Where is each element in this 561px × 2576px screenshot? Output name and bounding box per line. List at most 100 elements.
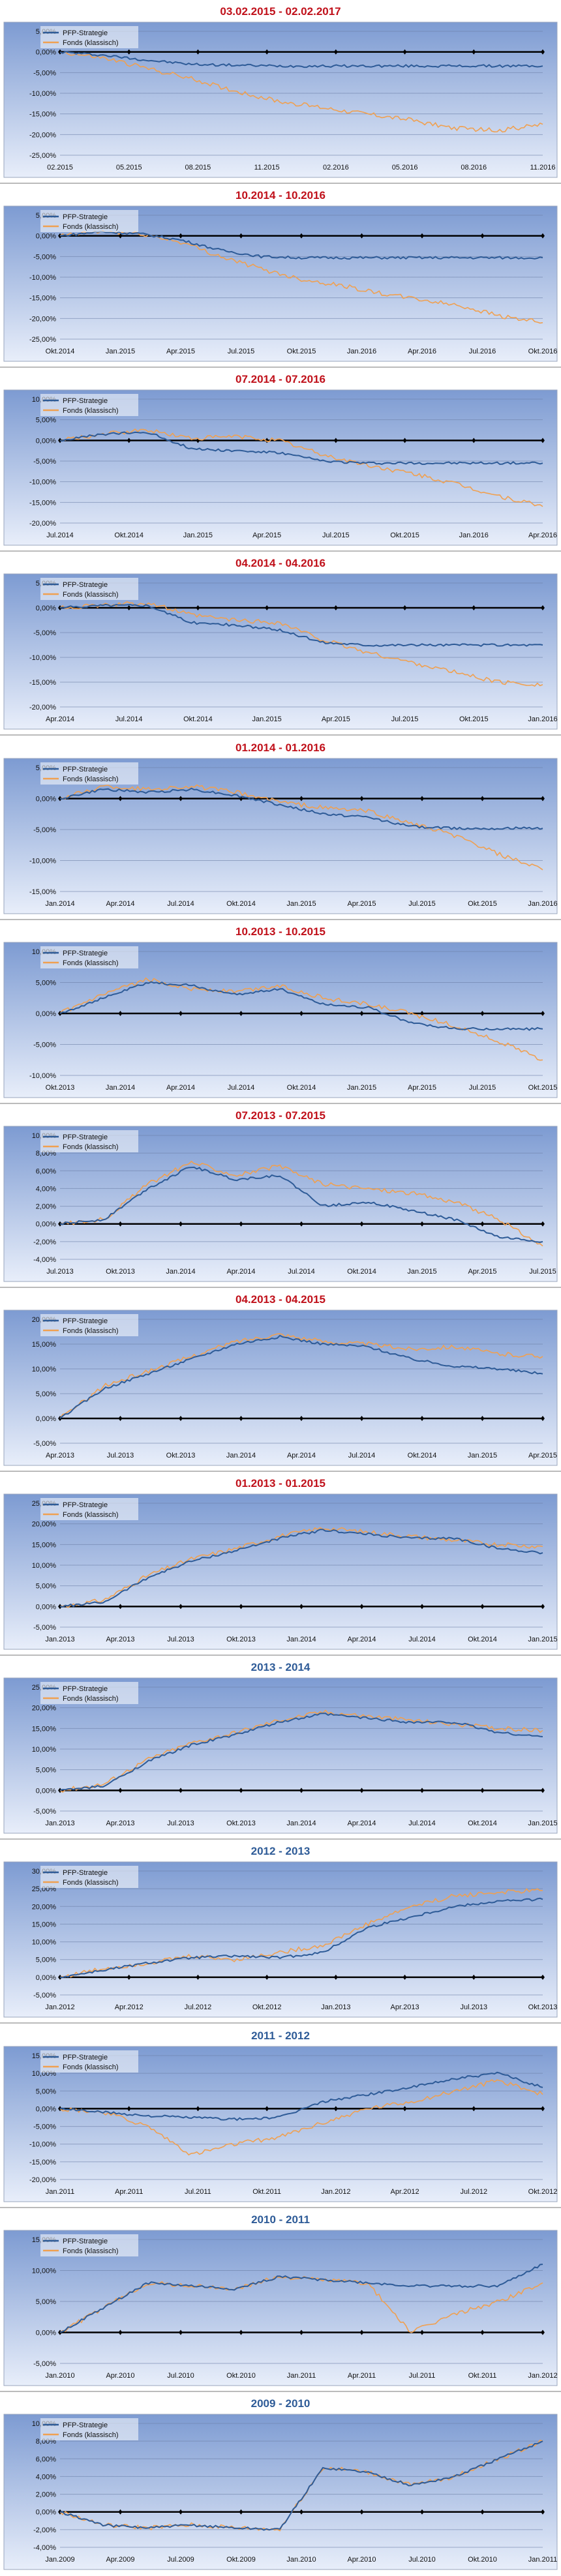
baseline-marker [118,1416,123,1421]
baseline-marker [118,233,123,239]
y-tick-label: -4,00% [33,2544,56,2552]
series-line-fonds [59,977,543,1061]
y-tick-label: -10,00% [29,479,56,487]
baseline-marker [402,2106,407,2112]
x-tick-label: Jul.2014 [408,1636,436,1643]
x-tick-label: 08.2016 [461,164,487,172]
baseline-marker [239,1788,243,1793]
chart-title: 07.2013 - 07.2015 [235,1109,326,1122]
legend-label: Fonds (klassisch) [63,2431,119,2439]
chart-svg: 10,00%8,00%6,00%4,00%2,00%0,00%-2,00%-4,… [3,2414,558,2570]
baseline-marker [480,1788,485,1793]
y-tick-label: 0,00% [36,796,56,803]
y-tick-label: 0,00% [36,1221,56,1229]
y-tick-label: -5,00% [33,458,56,466]
baseline-marker [333,1974,338,1980]
y-tick-label: -20,00% [29,315,56,323]
x-tick-label: Jul.2013 [167,1636,194,1643]
x-tick-label: Jan.2016 [528,900,557,908]
baseline-marker [179,233,183,239]
legend-box [40,762,138,785]
baseline-marker [541,1974,545,1980]
x-tick-label: Apr.2016 [408,348,436,355]
chart-title: 07.2014 - 07.2016 [235,373,326,385]
baseline-marker [179,2329,183,2335]
chart-panel: 07.2014 - 07.201610,00%5,00%0,00%-5,00%-… [0,368,561,552]
legend-label: Fonds (klassisch) [63,1143,119,1151]
series-line-pfp [59,603,543,647]
baseline-marker [179,1221,183,1227]
x-tick-label: Apr.2014 [287,1452,316,1460]
legend-label: Fonds (klassisch) [63,775,119,783]
x-tick-label: Okt.2014 [226,900,256,908]
x-tick-label: Jan.2012 [321,2188,350,2196]
legend-label: PFP-Strategie [63,766,108,773]
y-tick-label: 5,00% [36,2088,56,2095]
y-tick-label: 20,00% [32,1705,57,1713]
chart-panel: 10.2013 - 10.201510,00%5,00%0,00%-5,00%-… [0,920,561,1104]
chart-svg: 5,00%0,00%-5,00%-10,00%-15,00%-20,00%-25… [0,22,561,184]
x-tick-label: 11.2015 [254,164,280,172]
x-tick-label: Jan.2015 [468,1452,497,1460]
x-tick-label: 05.2016 [392,164,418,172]
x-tick-label: Jan.2010 [286,2556,316,2564]
baseline-marker [541,438,545,443]
x-tick-label: Jan.2015 [106,348,135,355]
baseline-marker [402,49,407,55]
y-tick-label: -20,00% [29,131,56,139]
chart-title: 10.2014 - 10.2016 [235,189,326,202]
y-tick-label: -5,00% [33,1041,56,1049]
chart-svg: 10,00%5,00%0,00%-5,00%-10,00%Okt.2013Jan… [0,942,561,1104]
chart-title: 2011 - 2012 [251,2029,310,2042]
y-tick-label: 0,00% [36,49,56,57]
x-tick-label: Jul.2015 [469,1084,496,1092]
baseline-marker [127,438,131,443]
legend-label: Fonds (klassisch) [63,959,119,967]
x-tick-label: Jul.2015 [408,900,436,908]
legend-label: PFP-Strategie [63,2054,108,2061]
x-tick-label: Jan.2014 [166,1268,195,1276]
chart-svg: 20,00%15,00%10,00%5,00%0,00%-5,00%Apr.20… [0,1310,561,1472]
baseline-marker [420,1011,424,1016]
x-tick-label: Jul.2015 [228,348,255,355]
baseline-marker [541,1221,545,1227]
series-line-pfp [59,981,543,1031]
chart-panel: 04.2014 - 04.20165,00%0,00%-5,00%-10,00%… [0,552,561,736]
x-tick-label: Jul.2015 [529,1268,556,1276]
series-line-pfp [59,1529,543,1608]
legend-box [40,210,138,232]
y-tick-label: -10,00% [29,90,56,98]
baseline-marker [179,1604,183,1610]
x-tick-label: 11.2016 [530,164,556,172]
baseline-marker [420,796,424,801]
legend-label: PFP-Strategie [63,1869,108,1877]
x-tick-label: Jan.2015 [528,1820,557,1827]
baseline-marker [541,1604,545,1610]
baseline-marker [127,2106,131,2112]
baseline-marker [359,796,364,801]
series-line-pfp [59,2440,543,2531]
baseline-marker [420,1788,424,1793]
y-tick-label: -5,00% [33,1440,56,1448]
x-tick-label: Apr.2015 [528,1452,557,1460]
x-tick-label: Jul.2012 [460,2188,487,2196]
y-tick-label: 10,00% [32,1746,57,1754]
legend-label: PFP-Strategie [63,213,108,221]
y-tick-label: -5,00% [33,1624,56,1632]
x-tick-label: Jan.2015 [347,1084,376,1092]
x-tick-label: Okt.2015 [528,1084,558,1092]
x-tick-label: Okt.2014 [46,348,75,355]
chart-title: 2013 - 2014 [250,1661,311,1673]
y-tick-label: -5,00% [33,253,56,261]
x-tick-label: Apr.2013 [106,1820,134,1827]
x-tick-label: Apr.2012 [115,2003,144,2011]
chart-svg: 30,00%25,00%20,00%15,00%10,00%5,00%0,00%… [0,1861,561,2024]
x-tick-label: Jul.2013 [167,1820,194,1827]
baseline-marker [359,1011,364,1016]
y-tick-label: -5,00% [33,629,56,637]
y-tick-label: -20,00% [29,704,56,711]
baseline-marker [420,1604,424,1610]
y-tick-label: 2,00% [36,1203,56,1211]
series-line-pfp [59,1897,543,1979]
x-tick-label: Okt.2013 [46,1084,75,1092]
